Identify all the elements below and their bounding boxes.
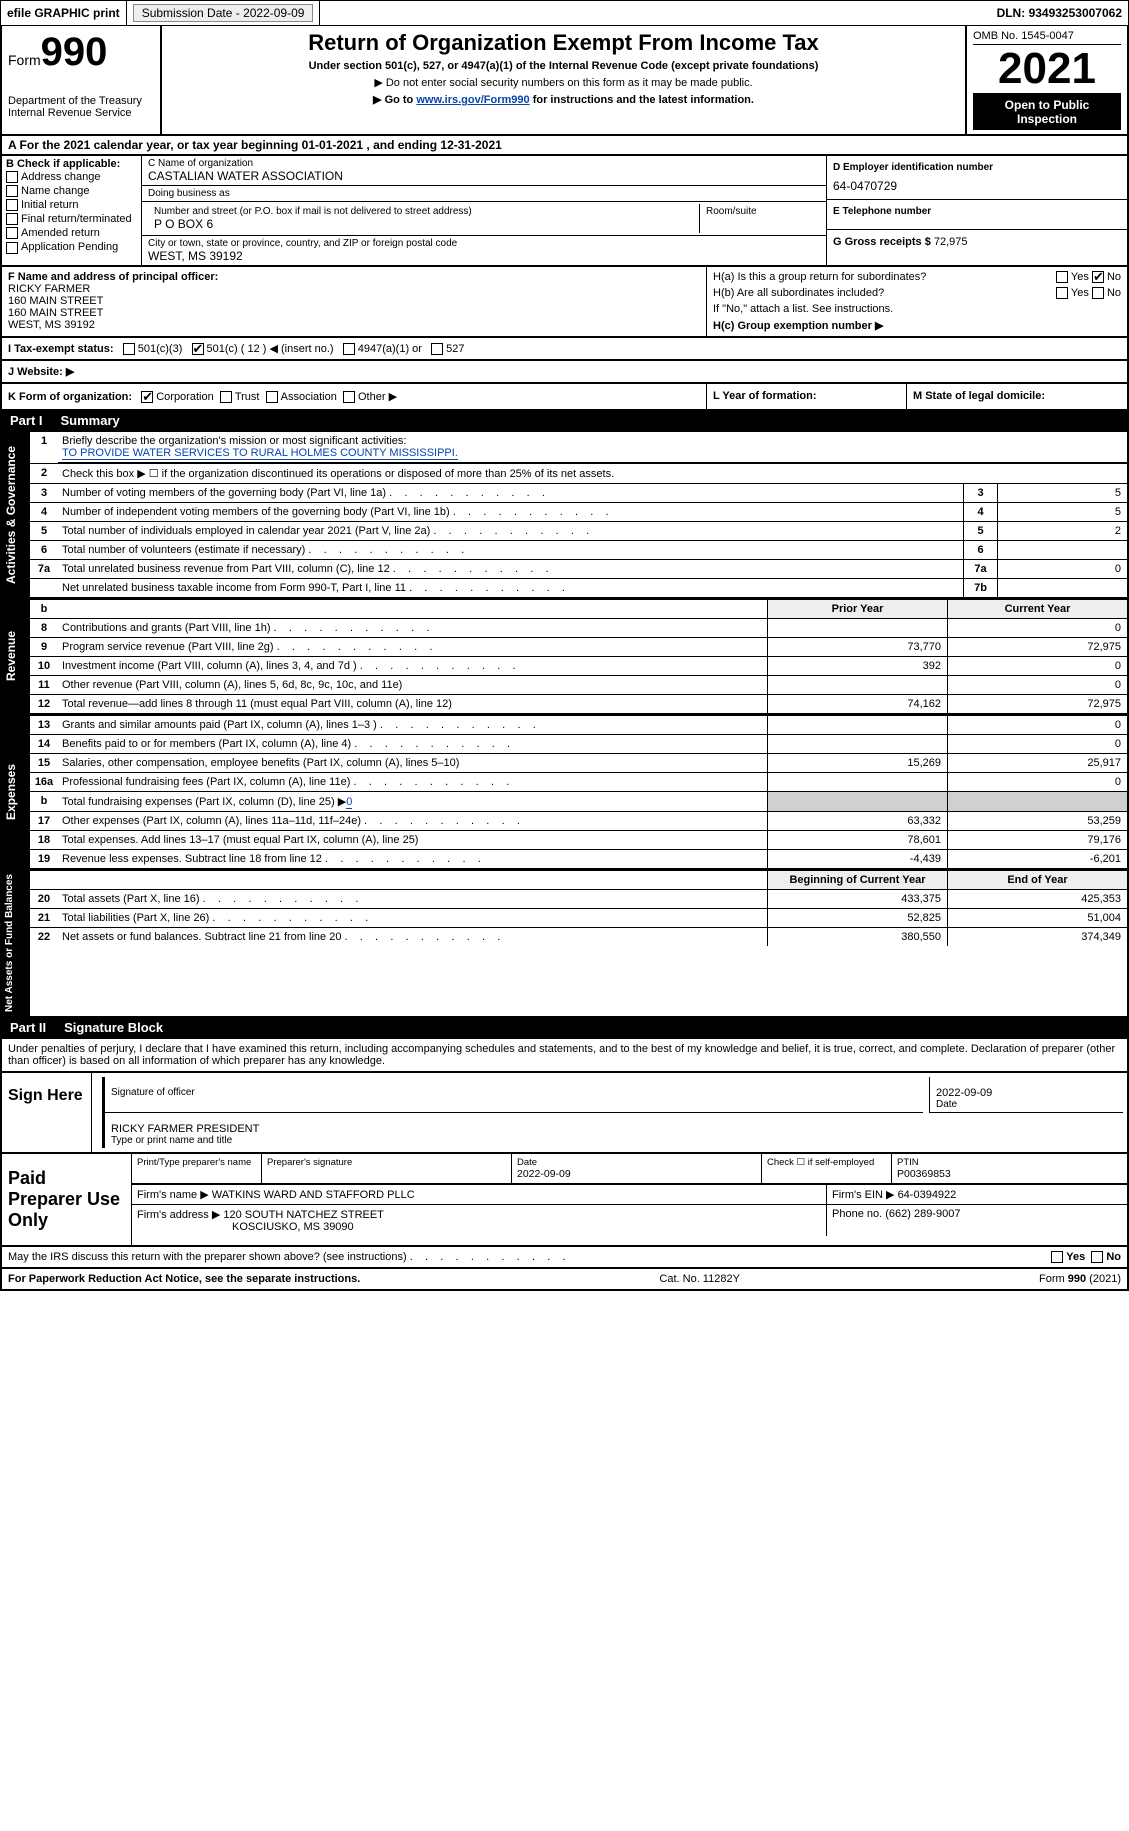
pra-notice: For Paperwork Reduction Act Notice, see … bbox=[8, 1273, 360, 1285]
col-c: C Name of organization CASTALIAN WATER A… bbox=[142, 156, 827, 265]
form-word: Form bbox=[8, 52, 41, 68]
form-foot: Form 990 (2021) bbox=[1039, 1273, 1121, 1285]
phone-label: E Telephone number bbox=[833, 206, 1121, 217]
tax-year: 2021 bbox=[973, 45, 1121, 94]
expenses-tab: Expenses bbox=[2, 715, 30, 868]
dba-label: Doing business as bbox=[148, 188, 820, 199]
form-subtitle: Under section 501(c), 527, or 4947(a)(1)… bbox=[168, 60, 959, 72]
header-grid: B Check if applicable: Address change Na… bbox=[0, 156, 1129, 267]
form-arrow1: ▶ Do not enter social security numbers o… bbox=[168, 76, 959, 89]
netassets-section: Net Assets or Fund Balances Beginning of… bbox=[0, 870, 1129, 1018]
chk-initial[interactable]: Initial return bbox=[6, 198, 137, 212]
footer: For Paperwork Reduction Act Notice, see … bbox=[0, 1269, 1129, 1291]
activities-section: Activities & Governance 1 Briefly descri… bbox=[0, 432, 1129, 599]
col-b: B Check if applicable: Address change Na… bbox=[2, 156, 142, 265]
form-number: 990 bbox=[41, 30, 108, 74]
street-label: Number and street (or P.O. box if mail i… bbox=[154, 206, 693, 217]
masthead-right: OMB No. 1545-0047 2021 Open to Public In… bbox=[967, 26, 1127, 134]
chk-name[interactable]: Name change bbox=[6, 184, 137, 198]
part2-bar: Part IISignature Block bbox=[0, 1018, 1129, 1039]
sign-date-cell: 2022-09-09 Date bbox=[929, 1077, 1123, 1113]
city-label: City or town, state or province, country… bbox=[148, 238, 820, 249]
masthead-center: Return of Organization Exempt From Incom… bbox=[162, 26, 967, 134]
sign-side: Sign Here bbox=[2, 1073, 92, 1152]
gross-label: G Gross receipts $ bbox=[833, 236, 934, 248]
phone-value bbox=[833, 217, 1121, 223]
mission-text: TO PROVIDE WATER SERVICES TO RURAL HOLME… bbox=[62, 447, 458, 460]
chk-address[interactable]: Address change bbox=[6, 170, 137, 184]
org-name-label: C Name of organization bbox=[148, 158, 820, 169]
revenue-tab: Revenue bbox=[2, 599, 30, 713]
principal-officer: F Name and address of principal officer:… bbox=[2, 267, 707, 336]
signature-cell[interactable]: Signature of officer bbox=[102, 1077, 923, 1113]
tax-exempt-row: I Tax-exempt status: 501(c)(3) 501(c) ( … bbox=[0, 338, 1129, 361]
chk-final[interactable]: Final return/terminated bbox=[6, 212, 137, 226]
ein-label: D Employer identification number bbox=[833, 162, 1121, 173]
tax-year-row: A For the 2021 calendar year, or tax yea… bbox=[0, 136, 1129, 156]
open-inspection: Open to Public Inspection bbox=[973, 94, 1121, 130]
form-number-cell: Form990 Department of the Treasury Inter… bbox=[2, 26, 162, 134]
form-arrow2: ▶ Go to www.irs.gov/Form990 for instruct… bbox=[168, 93, 959, 106]
city-value: WEST, MS 39192 bbox=[148, 249, 820, 263]
chk-pending[interactable]: Application Pending bbox=[6, 240, 137, 254]
sign-block: Sign Here Signature of officer 2022-09-0… bbox=[0, 1073, 1129, 1154]
col-d: D Employer identification number 64-0470… bbox=[827, 156, 1127, 265]
website-row: J Website: ▶ bbox=[0, 361, 1129, 384]
fh-row: F Name and address of principal officer:… bbox=[0, 267, 1129, 338]
submission-cell: Submission Date - 2022-09-09 bbox=[127, 1, 321, 25]
submission-date-button[interactable]: Submission Date - 2022-09-09 bbox=[133, 4, 314, 22]
col-b-header: B Check if applicable: bbox=[6, 158, 137, 170]
part1-bar: Part ISummary bbox=[0, 411, 1129, 432]
gross-value: 72,975 bbox=[934, 236, 968, 248]
omb-number: OMB No. 1545-0047 bbox=[973, 30, 1121, 45]
paid-preparer-block: Paid Preparer Use Only Print/Type prepar… bbox=[0, 1154, 1129, 1247]
expenses-section: Expenses 13Grants and similar amounts pa… bbox=[0, 715, 1129, 870]
chk-amended[interactable]: Amended return bbox=[6, 226, 137, 240]
street-value: P O BOX 6 bbox=[154, 217, 693, 231]
sign-name-cell: RICKY FARMER PRESIDENT Type or print nam… bbox=[102, 1113, 1123, 1148]
ein-value: 64-0470729 bbox=[833, 173, 1121, 193]
activities-tab: Activities & Governance bbox=[2, 432, 30, 597]
room-label: Room/suite bbox=[706, 206, 814, 217]
netassets-tab: Net Assets or Fund Balances bbox=[2, 870, 30, 1016]
org-name: CASTALIAN WATER ASSOCIATION bbox=[148, 169, 820, 183]
efile-label: efile GRAPHIC print bbox=[1, 1, 127, 25]
dln-cell: DLN: 93493253007062 bbox=[991, 1, 1128, 25]
cat-number: Cat. No. 11282Y bbox=[659, 1273, 740, 1285]
revenue-section: Revenue bPrior YearCurrent Year 8Contrib… bbox=[0, 599, 1129, 715]
dept-label: Department of the Treasury Internal Reve… bbox=[8, 95, 154, 119]
klm-row: K Form of organization: Corporation Trus… bbox=[0, 384, 1129, 411]
perjury-text: Under penalties of perjury, I declare th… bbox=[0, 1039, 1129, 1073]
group-return: H(a) Is this a group return for subordin… bbox=[707, 267, 1127, 336]
masthead: Form990 Department of the Treasury Inter… bbox=[0, 26, 1129, 136]
form-title: Return of Organization Exempt From Incom… bbox=[168, 30, 959, 56]
top-bar: efile GRAPHIC print Submission Date - 20… bbox=[0, 0, 1129, 26]
irs-link[interactable]: www.irs.gov/Form990 bbox=[416, 94, 529, 106]
discuss-row: May the IRS discuss this return with the… bbox=[0, 1247, 1129, 1269]
paid-side: Paid Preparer Use Only bbox=[2, 1154, 132, 1245]
